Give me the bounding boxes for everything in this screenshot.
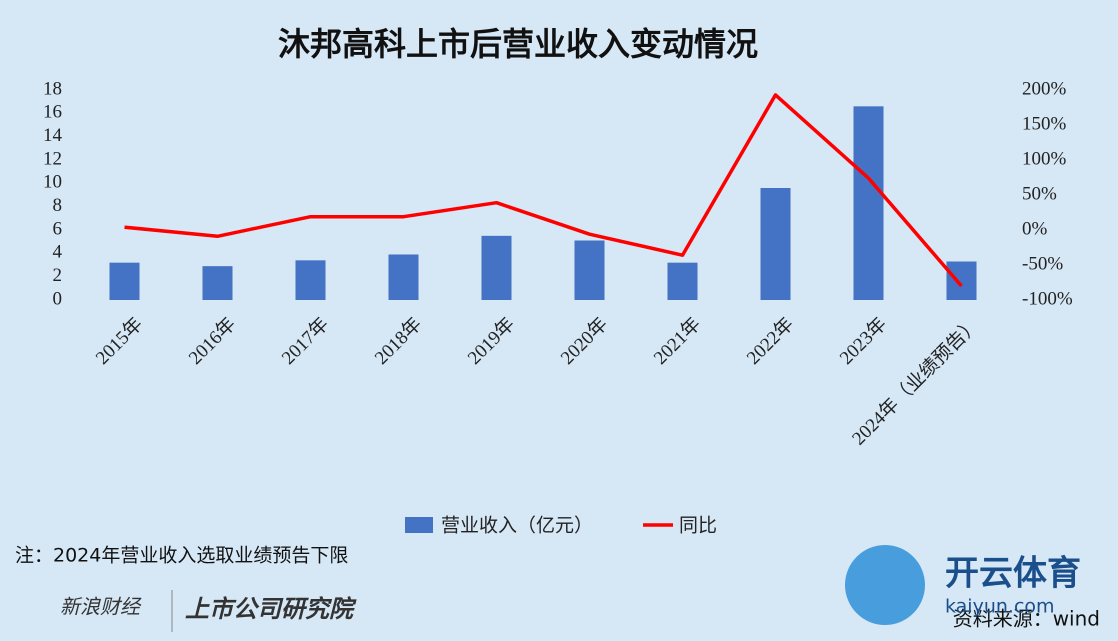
bar: [388, 254, 419, 300]
y2-tick-label: 0%: [1022, 218, 1048, 239]
logo-icon: [845, 545, 925, 625]
legend-label: 同比: [679, 515, 717, 537]
bar: [481, 235, 512, 300]
logo: 新浪财经: [60, 595, 142, 619]
y-tick-label: 10: [43, 172, 62, 193]
y-tick-label: 16: [43, 102, 62, 123]
y-tick-label: 4: [53, 242, 63, 263]
bar: [760, 188, 791, 300]
y-tick-label: 8: [53, 195, 63, 216]
y-tick-label: 14: [43, 125, 63, 146]
y-tick-label: 12: [43, 148, 62, 169]
bar: [667, 262, 698, 300]
y2-tick-label: 200%: [1022, 78, 1067, 99]
y2-tick-label: 50%: [1022, 183, 1057, 204]
y-tick-label: 2: [53, 265, 63, 286]
bar: [202, 266, 233, 300]
bar: [946, 261, 977, 300]
y2-tick-label: -50%: [1022, 253, 1063, 274]
legend-swatch: [405, 517, 433, 533]
bar: [109, 262, 140, 300]
y-tick-label: 6: [53, 218, 63, 239]
note: 注：2024年营业收入选取业绩预告下限: [15, 545, 348, 567]
logo: 上市公司研究院: [185, 595, 357, 623]
legend-label: 营业收入（亿元）: [441, 515, 593, 537]
chart-title: 沐邦高科上市后营业收入变动情况: [278, 25, 758, 63]
y2-tick-label: 150%: [1022, 113, 1067, 134]
y2-tick-label: 100%: [1022, 148, 1067, 169]
y-tick-label: 18: [43, 78, 62, 99]
source: 资料来源：wind: [953, 607, 1100, 631]
logo: 开云体育: [945, 554, 1081, 594]
y-tick-label: 0: [53, 288, 63, 309]
line: [124, 93, 963, 288]
y2-tick-label: -100%: [1022, 288, 1073, 309]
bar: [853, 106, 884, 300]
logo: kaiyun.com: [945, 596, 1055, 618]
bar: [295, 260, 326, 300]
bar: [574, 240, 605, 300]
